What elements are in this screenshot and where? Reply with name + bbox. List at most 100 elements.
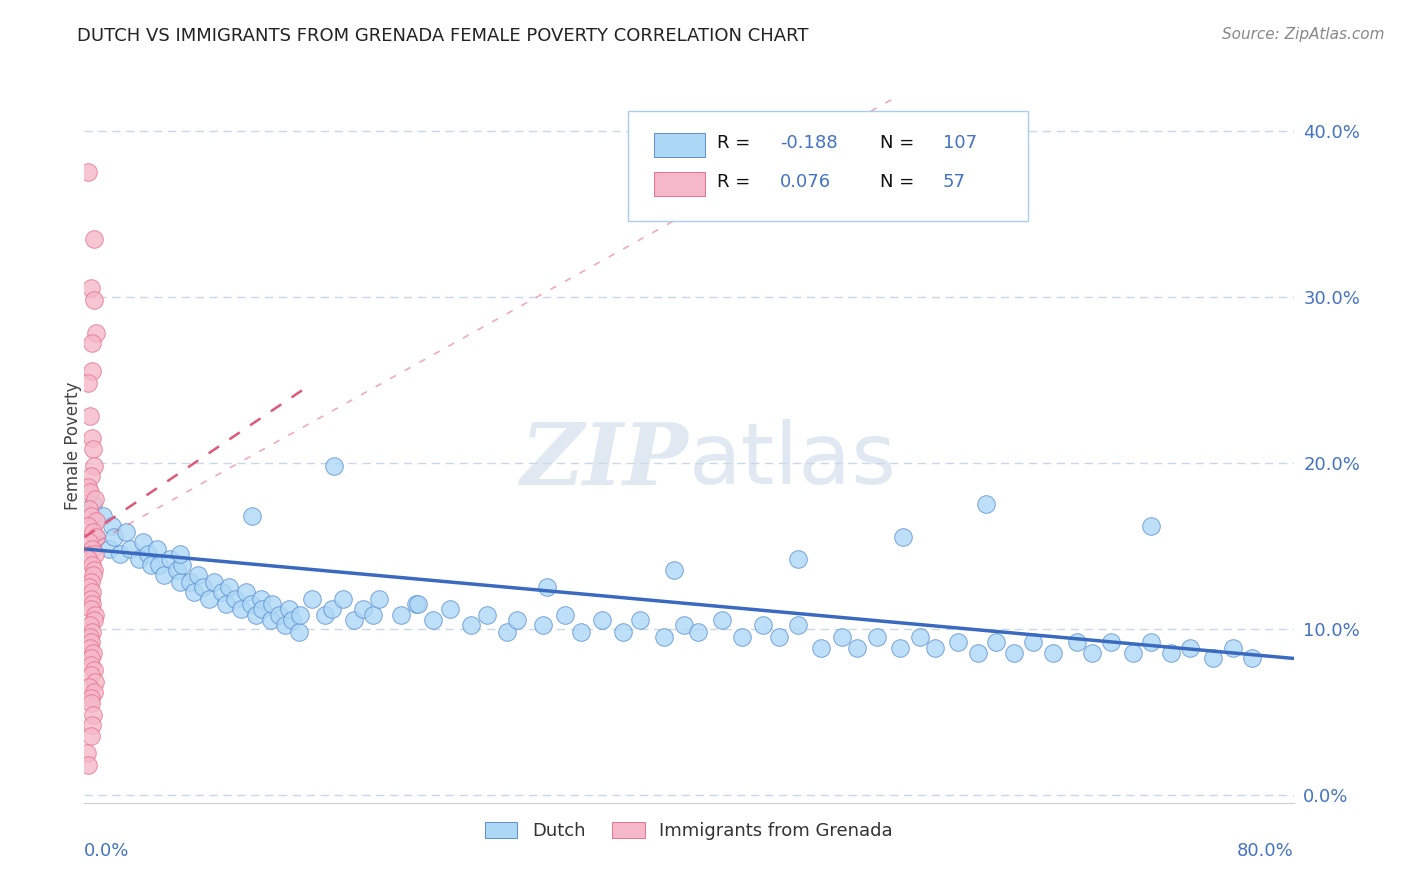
Text: 107: 107 [943, 134, 977, 152]
Point [477, 608, 499, 623]
Point [146, 541, 169, 556]
Point [224, 591, 246, 606]
Point [1002, 647, 1025, 661]
Point [240, 508, 263, 523]
Point [79, 535, 101, 549]
Point [172, 558, 194, 573]
Point [368, 591, 391, 606]
Point [84, 514, 107, 528]
Text: R =: R = [717, 173, 756, 191]
Point [866, 630, 889, 644]
Point [139, 558, 162, 573]
Point [569, 624, 592, 639]
Point [76, 518, 98, 533]
Point [229, 601, 252, 615]
Point [159, 552, 181, 566]
Point [77, 502, 100, 516]
Point [83, 684, 105, 698]
Point [166, 564, 188, 578]
Point [79, 591, 101, 606]
Point [79, 409, 101, 424]
Point [389, 608, 412, 623]
Point [108, 547, 131, 561]
Point [79, 651, 101, 665]
Point [239, 597, 262, 611]
Point [786, 618, 808, 632]
Text: -0.188: -0.188 [780, 134, 837, 152]
Point [77, 376, 100, 390]
Point [406, 597, 429, 611]
Point [83, 613, 105, 627]
Point [672, 618, 695, 632]
Point [82, 442, 104, 457]
Point [80, 597, 103, 611]
Point [1160, 647, 1182, 661]
Point [301, 591, 323, 606]
FancyBboxPatch shape [628, 111, 1028, 221]
Point [1222, 641, 1244, 656]
Point [662, 564, 685, 578]
Point [77, 481, 100, 495]
Point [948, 635, 970, 649]
Point [591, 613, 613, 627]
Point [79, 601, 101, 615]
Point [235, 585, 257, 599]
Point [84, 674, 107, 689]
Text: 80.0%: 80.0% [1237, 842, 1294, 860]
Point [554, 608, 576, 623]
Text: 57: 57 [943, 173, 966, 191]
Point [211, 585, 233, 599]
Point [84, 530, 107, 544]
Point [179, 575, 201, 590]
Point [908, 630, 931, 644]
Point [288, 608, 311, 623]
Point [79, 618, 101, 632]
Point [496, 624, 519, 639]
Point [267, 608, 290, 623]
Point [80, 658, 103, 673]
Point [80, 668, 103, 682]
Point [786, 552, 808, 566]
Point [323, 458, 346, 473]
Point [82, 541, 104, 556]
Point [118, 541, 141, 556]
Point [1180, 641, 1202, 656]
Point [80, 281, 103, 295]
Point [1140, 635, 1163, 649]
Legend: Dutch, Immigrants from Grenada: Dutch, Immigrants from Grenada [478, 814, 900, 847]
Point [198, 591, 221, 606]
Point [889, 641, 911, 656]
Point [321, 601, 343, 615]
Point [1201, 651, 1223, 665]
Point [76, 746, 98, 760]
Text: Source: ZipAtlas.com: Source: ZipAtlas.com [1222, 27, 1385, 42]
Point [288, 624, 311, 639]
Text: atlas: atlas [689, 418, 897, 502]
Y-axis label: Female Poverty: Female Poverty [65, 382, 82, 510]
Point [260, 613, 283, 627]
Point [974, 497, 997, 511]
Text: N =: N = [880, 134, 920, 152]
Point [187, 568, 209, 582]
Point [79, 641, 101, 656]
Point [82, 497, 104, 511]
Point [278, 601, 301, 615]
Point [751, 618, 773, 632]
FancyBboxPatch shape [654, 172, 704, 196]
Point [628, 613, 651, 627]
Point [405, 597, 427, 611]
Point [80, 364, 103, 378]
Point [169, 547, 191, 561]
Point [731, 630, 754, 644]
Point [82, 647, 104, 661]
Point [245, 608, 267, 623]
Point [128, 552, 150, 566]
Point [91, 508, 114, 523]
Point [77, 165, 100, 179]
Point [79, 485, 101, 500]
Point [612, 624, 634, 639]
Point [84, 326, 107, 340]
Point [82, 624, 104, 639]
Text: 0.076: 0.076 [780, 173, 831, 191]
Point [82, 707, 104, 722]
